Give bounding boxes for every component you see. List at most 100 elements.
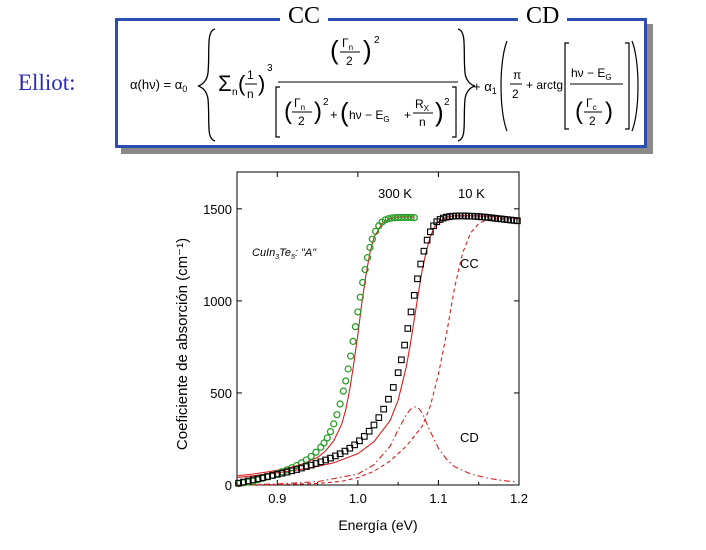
compound-label: CuIn3Te5: "A" — [252, 247, 317, 261]
data-point-10k — [360, 433, 368, 440]
series-line-10-k-fit — [236, 215, 520, 479]
data-point-10k — [312, 460, 320, 467]
paren-l: ( — [238, 71, 246, 96]
data-point-10k — [235, 479, 242, 487]
model-label: Elliot: — [18, 70, 76, 95]
den-paren2-l: ( — [340, 97, 349, 127]
annotation-cc: CC — [460, 256, 479, 271]
y-tick-label: 0 — [225, 478, 232, 493]
data-point-10k — [293, 466, 300, 473]
den-hv: hν − EG — [349, 108, 390, 124]
data-point-10k — [283, 468, 291, 476]
den-paren1-r: ) — [314, 98, 322, 125]
cd-paren-r — [631, 40, 639, 132]
data-point-300k — [361, 265, 369, 274]
data-point-300k — [407, 213, 415, 222]
data-point-300k — [351, 323, 360, 331]
data-point-10k — [365, 427, 373, 435]
cd-two: 2 — [512, 87, 519, 101]
cd-gamma-c: Γc — [586, 96, 597, 112]
data-point-10k — [302, 463, 310, 470]
num-gamma: Γn — [342, 36, 353, 52]
cd-bracket-r — [625, 42, 630, 130]
data-point-300k — [384, 215, 393, 223]
left-brace — [197, 28, 216, 142]
den-r: RX — [415, 97, 430, 113]
data-point-10k — [259, 474, 267, 481]
data-point-300k — [307, 452, 315, 461]
cd-den-paren-l: ( — [575, 98, 583, 125]
num-sq: 2 — [374, 35, 380, 46]
y-tick-label: 1500 — [203, 202, 232, 217]
data-point-300k — [323, 434, 331, 442]
paren-r: ) — [258, 71, 265, 96]
data-point-300k — [381, 216, 389, 224]
data-point-10k — [240, 478, 247, 486]
sum-sign: Σ — [218, 71, 232, 96]
data-point-300k — [359, 278, 367, 287]
data-point-10k — [385, 395, 392, 403]
data-point-10k — [327, 454, 334, 462]
data-point-300k — [371, 227, 380, 235]
data-point-10k — [414, 275, 421, 283]
header-cd: CD — [518, 3, 568, 30]
data-point-10k — [375, 414, 383, 421]
num-paren-r: ) — [363, 35, 372, 65]
data-point-300k — [356, 293, 364, 301]
den-sq2: 2 — [444, 97, 450, 108]
data-point-300k — [349, 337, 357, 345]
cd-den-paren-r: ) — [605, 98, 613, 125]
data-point-10k — [317, 458, 325, 466]
annotation-cd: CD — [460, 430, 479, 445]
series-markers — [235, 212, 521, 488]
data-point-300k — [339, 387, 347, 395]
data-point-300k — [410, 214, 418, 222]
data-point-10k — [356, 437, 363, 445]
data-point-10k — [278, 469, 286, 477]
den-paren2-r: ) — [435, 97, 444, 127]
den-bracket-r — [452, 86, 457, 138]
den-r-n: n — [419, 115, 426, 129]
data-point-10k — [322, 456, 329, 464]
cd-gc-two: 2 — [589, 114, 596, 128]
data-point-10k — [407, 308, 415, 316]
num-paren-l: ( — [330, 35, 339, 65]
data-point-300k — [342, 377, 350, 385]
n-denom: n — [247, 87, 254, 101]
x-tick-label: 1.1 — [429, 491, 447, 506]
data-point-300k — [333, 411, 341, 419]
cd-hv: hν − EG — [571, 66, 612, 82]
data-point-10k — [417, 260, 425, 268]
data-point-300k — [302, 456, 310, 464]
den-sq1: 2 — [323, 97, 329, 108]
data-point-10k — [351, 441, 358, 449]
den-bracket-l — [275, 86, 280, 138]
axis-ticks: 0.9 1.0 1.1 1.2 0 500 1000 1500 — [203, 172, 528, 506]
cube: 3 — [267, 63, 273, 74]
data-point-10k — [370, 421, 378, 429]
series-line-cd — [236, 406, 516, 486]
data-point-10k — [331, 452, 339, 460]
data-point-10k — [298, 464, 305, 472]
cd-paren-l — [500, 40, 508, 132]
data-point-10k — [249, 476, 257, 484]
data-point-10k — [389, 384, 397, 391]
data-point-10k — [394, 369, 402, 377]
den-two: 2 — [298, 114, 305, 128]
plus-alpha1: + α1 — [473, 79, 497, 96]
y-axis-label: Coeficiente de absorción (cm⁻¹) — [174, 238, 191, 450]
data-point-10k — [401, 341, 408, 349]
formula-lhs: α(hν) = α0 — [130, 77, 187, 94]
annotation-300k: 300 K — [378, 186, 412, 201]
data-point-10k — [269, 472, 276, 479]
num-two: 2 — [346, 54, 353, 68]
data-point-10k — [420, 247, 428, 255]
one: 1 — [247, 68, 254, 82]
header-cc: CC — [280, 3, 329, 30]
cd-pi: π — [513, 68, 521, 82]
x-tick-label: 1.2 — [510, 491, 528, 506]
cd-bracket-l — [564, 42, 569, 130]
data-point-300k — [336, 400, 344, 408]
